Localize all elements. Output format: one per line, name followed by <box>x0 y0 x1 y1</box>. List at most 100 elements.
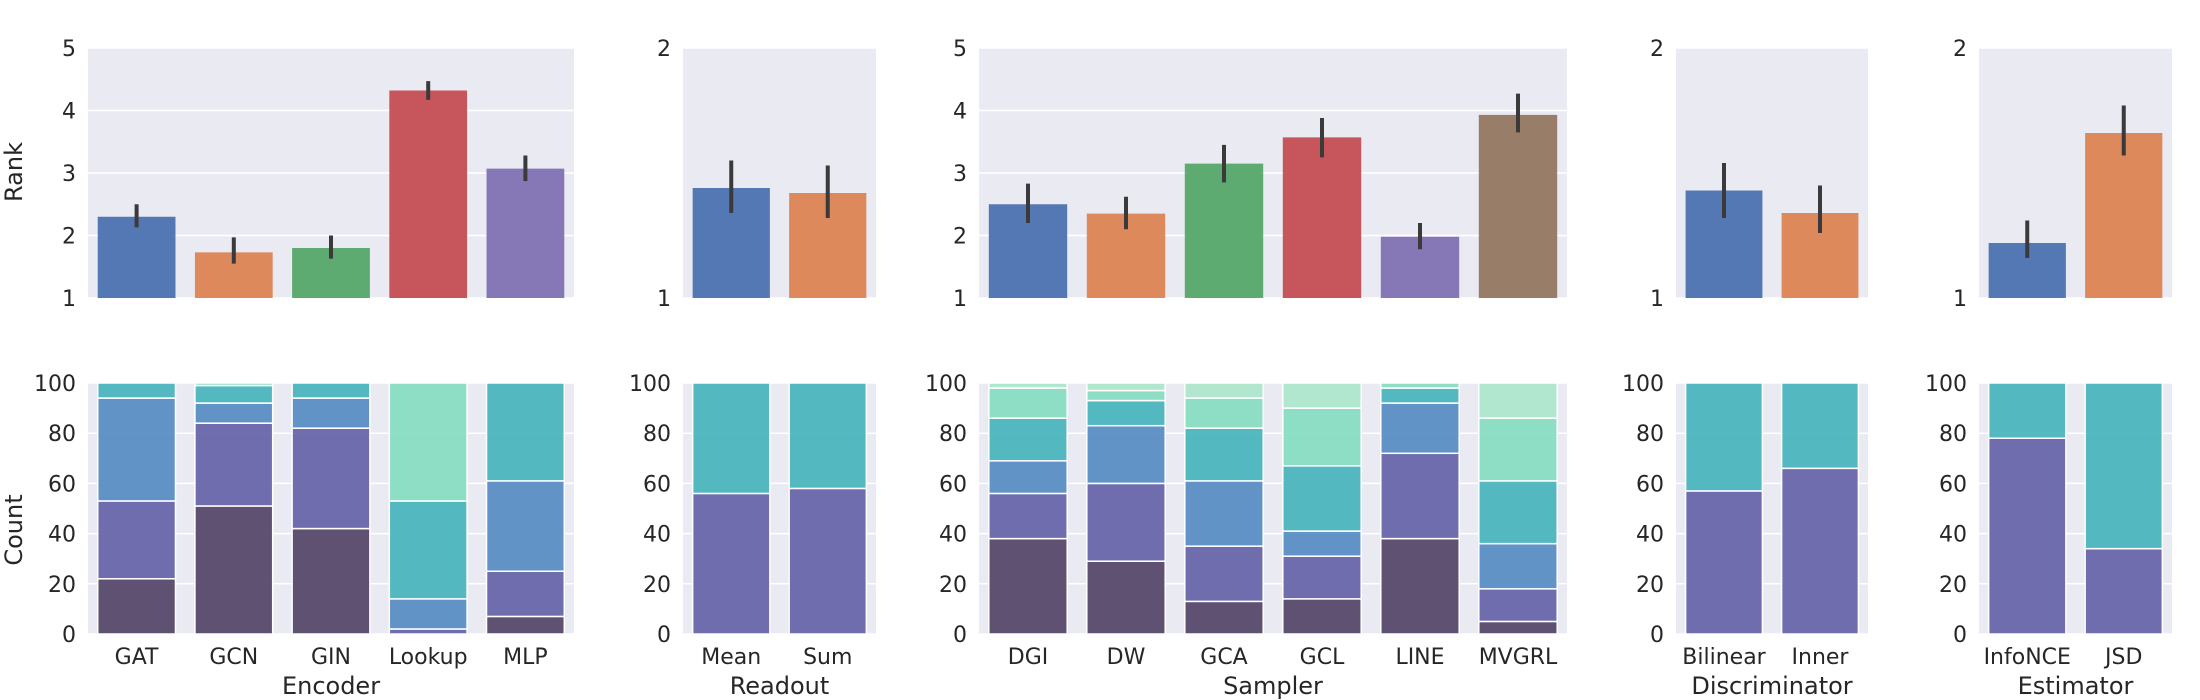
count-ytick-label: 100 <box>1622 372 1664 397</box>
x-axis-label-encoder: Encoder <box>282 672 380 700</box>
count-bar-segment-gca <box>1184 480 1264 547</box>
count-axis-label: Count <box>0 494 28 565</box>
count-bar-segment-infonce <box>1987 437 2067 635</box>
count-bar-segment-gca <box>1184 600 1264 635</box>
xtick-label-line: LINE <box>1395 645 1444 670</box>
x-axis-label-estimator: Estimator <box>2018 672 2134 700</box>
xtick-label-gin: GIN <box>311 645 351 670</box>
count-ytick-label: 60 <box>939 472 967 497</box>
count-bar-segment-mvgrl <box>1478 480 1558 545</box>
xtick-label-gat: GAT <box>115 645 159 670</box>
count-ytick-label: 20 <box>48 573 76 598</box>
count-bar-segment-gcn <box>194 422 274 507</box>
count-ytick-label: 0 <box>1953 623 1967 648</box>
count-bar-segment-gcl <box>1282 407 1362 467</box>
count-bar-segment-dw <box>1086 399 1166 427</box>
count-ytick-label: 100 <box>1925 372 1967 397</box>
count-bar-segment-gca <box>1184 427 1264 482</box>
count-ytick-label: 40 <box>48 523 76 548</box>
xtick-label-dgi: DGI <box>1008 645 1048 670</box>
count-ytick-label: 60 <box>1636 472 1664 497</box>
rank-ytick-label: 3 <box>62 162 76 187</box>
count-bar-segment-inner <box>1780 467 1860 635</box>
xtick-label-sum: Sum <box>803 645 852 670</box>
count-ytick-label: 40 <box>643 523 671 548</box>
count-bar-segment-bilinear <box>1684 382 1764 492</box>
xtick-label-infonce: InfoNCE <box>1984 645 2071 670</box>
count-ytick-label: 0 <box>953 623 967 648</box>
rank-ytick-label: 5 <box>62 37 76 62</box>
count-bar-segment-dgi <box>988 537 1068 635</box>
rank-bar-gat <box>97 216 176 298</box>
count-bar-segment-line <box>1380 452 1460 540</box>
count-bar-segment-mvgrl <box>1478 542 1558 590</box>
count-bar-segment-dw <box>1086 389 1166 402</box>
count-ytick-label: 0 <box>657 623 671 648</box>
count-ytick-label: 80 <box>1636 422 1664 447</box>
rank-bar-lookup <box>389 90 468 298</box>
count-bar-segment-line <box>1380 537 1460 635</box>
count-bar-segment-dw <box>1086 560 1166 635</box>
count-bar-segment-dgi <box>988 492 1068 540</box>
count-ytick-label: 20 <box>1636 573 1664 598</box>
count-bar-segment-mvgrl <box>1478 382 1558 419</box>
count-bar-segment-gat <box>96 397 177 502</box>
rank-ytick-label: 1 <box>657 287 671 312</box>
rank-ytick-label: 2 <box>62 225 76 250</box>
count-bar-segment-gat <box>96 500 177 580</box>
rank-bar-gca <box>1184 163 1264 298</box>
count-ytick-label: 20 <box>939 573 967 598</box>
xtick-label-bilinear: Bilinear <box>1682 645 1766 670</box>
rank-ytick-label: 1 <box>62 287 76 312</box>
count-ytick-label: 100 <box>925 372 967 397</box>
xtick-label-dw: DW <box>1107 645 1146 670</box>
rank-ytick-label: 1 <box>1650 287 1664 312</box>
count-ytick-label: 0 <box>1650 623 1664 648</box>
count-bar-segment-gcl <box>1282 598 1362 635</box>
rank-axis-label: Rank <box>0 142 28 202</box>
xtick-label-mvgrl: MVGRL <box>1479 645 1558 670</box>
count-ytick-label: 20 <box>643 573 671 598</box>
rank-ytick-label: 5 <box>953 37 967 62</box>
x-axis-label-readout: Readout <box>730 672 830 700</box>
count-bar-segment-sum <box>788 487 868 635</box>
xtick-label-mean: Mean <box>701 645 761 670</box>
count-bar-segment-gin <box>291 427 371 530</box>
count-bar-segment-line <box>1380 387 1460 404</box>
count-bar-segment-lookup <box>388 500 468 600</box>
count-bar-segment-inner <box>1780 382 1860 470</box>
count-bar-segment-gcl <box>1282 530 1362 557</box>
count-bar-segment-mean <box>691 382 771 495</box>
count-bar-segment-gin <box>291 397 371 429</box>
count-bar-segment-gcl <box>1282 555 1362 600</box>
rank-bar-jsd <box>2085 133 2163 298</box>
xtick-label-lookup: Lookup <box>389 645 468 670</box>
count-ytick-label: 0 <box>62 623 76 648</box>
count-bar-segment-mvgrl <box>1478 417 1558 482</box>
rank-ytick-label: 2 <box>657 37 671 62</box>
count-bar-segment-gcl <box>1282 382 1362 409</box>
count-bar-segment-gcn <box>194 382 274 387</box>
count-bar-segment-dgi <box>988 382 1068 389</box>
count-bar-segment-mvgrl <box>1478 588 1558 623</box>
count-bar-segment-mean <box>691 492 771 635</box>
count-bar-segment-mlp <box>485 570 566 618</box>
xtick-label-gca: GCA <box>1200 645 1247 670</box>
count-ytick-label: 60 <box>1939 472 1967 497</box>
rank-ytick-label: 2 <box>1953 37 1967 62</box>
count-bar-segment-gcn <box>194 402 274 424</box>
count-ytick-label: 80 <box>643 422 671 447</box>
count-bar-segment-line <box>1380 402 1460 455</box>
rank-ytick-label: 1 <box>953 287 967 312</box>
rank-bar-mlp <box>486 168 565 298</box>
count-ytick-label: 80 <box>939 422 967 447</box>
xtick-label-gcl: GCL <box>1300 645 1345 670</box>
count-axes-background <box>979 383 1567 634</box>
count-ytick-label: 80 <box>1939 422 1967 447</box>
rank-bar-gcl <box>1282 137 1362 298</box>
